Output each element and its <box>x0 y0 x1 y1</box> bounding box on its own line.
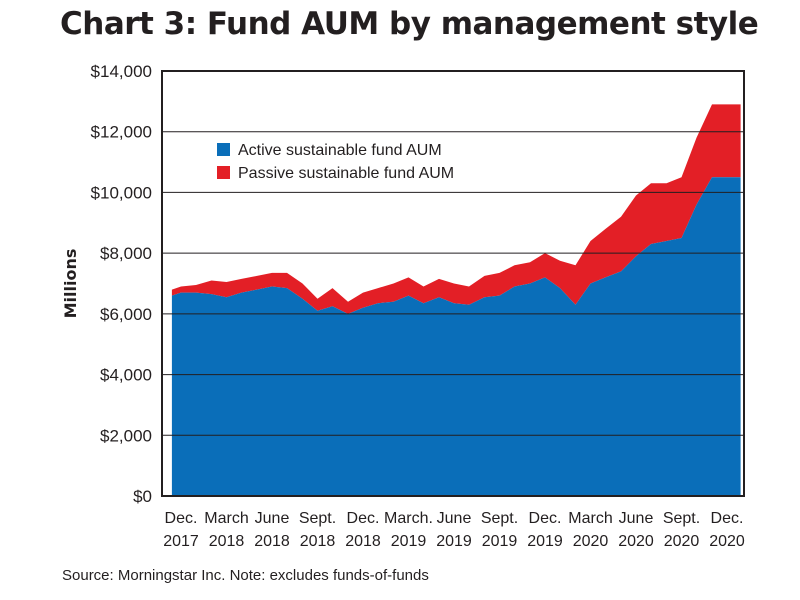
x-tick-label: Dec. <box>529 510 562 527</box>
x-tick-label: 2020 <box>709 533 745 550</box>
source-note: Source: Morningstar Inc. Note: excludes … <box>62 567 429 584</box>
x-tick-label: 2020 <box>573 533 609 550</box>
x-tick-label: 2018 <box>345 533 381 550</box>
y-tick-label: $6,000 <box>100 305 152 324</box>
y-tick-label: $8,000 <box>100 244 152 263</box>
x-tick-label: March <box>568 510 612 527</box>
x-tick-label: March. <box>384 510 433 527</box>
y-tick-label: $14,000 <box>91 62 152 81</box>
plot-border <box>161 70 745 497</box>
x-tick-label: Sept. <box>663 510 700 527</box>
y-tick-label: $10,000 <box>91 183 152 202</box>
x-tick-label: June <box>255 510 290 527</box>
x-tick-label: 2019 <box>527 533 563 550</box>
x-tick-label: 2020 <box>664 533 700 550</box>
x-tick-label: Sept. <box>299 510 336 527</box>
x-tick-label: 2018 <box>254 533 290 550</box>
legend-swatch-active <box>217 143 230 156</box>
chart-title: Chart 3: Fund AUM by management style <box>60 6 759 42</box>
x-tick-label: 2018 <box>209 533 245 550</box>
x-tick-label: 2019 <box>482 533 518 550</box>
x-tick-label: Dec. <box>711 510 744 527</box>
x-tick-label: March <box>204 510 248 527</box>
x-tick-label: 2018 <box>300 533 336 550</box>
x-tick-label: Dec. <box>347 510 380 527</box>
x-tick-label: 2017 <box>163 533 199 550</box>
x-tick-label: 2019 <box>391 533 427 550</box>
y-tick-label: $12,000 <box>91 123 152 142</box>
y-tick-label: $2,000 <box>100 426 152 445</box>
passive-aum-area <box>171 104 741 314</box>
x-tick-label: 2020 <box>618 533 654 550</box>
legend-label-passive: Passive sustainable fund AUM <box>238 165 454 182</box>
legend-swatch-passive <box>217 166 230 179</box>
legend-label-active: Active sustainable fund AUM <box>238 142 442 159</box>
x-tick-label: Dec. <box>165 510 198 527</box>
x-tick-label: 2019 <box>436 533 472 550</box>
x-tick-label: June <box>619 510 654 527</box>
y-tick-label: $0 <box>133 487 152 506</box>
y-axis-label: Millions <box>61 249 80 319</box>
y-tick-label: $4,000 <box>100 366 152 385</box>
active-aum-area <box>171 177 741 496</box>
x-tick-label: Sept. <box>481 510 518 527</box>
x-tick-label: June <box>437 510 472 527</box>
